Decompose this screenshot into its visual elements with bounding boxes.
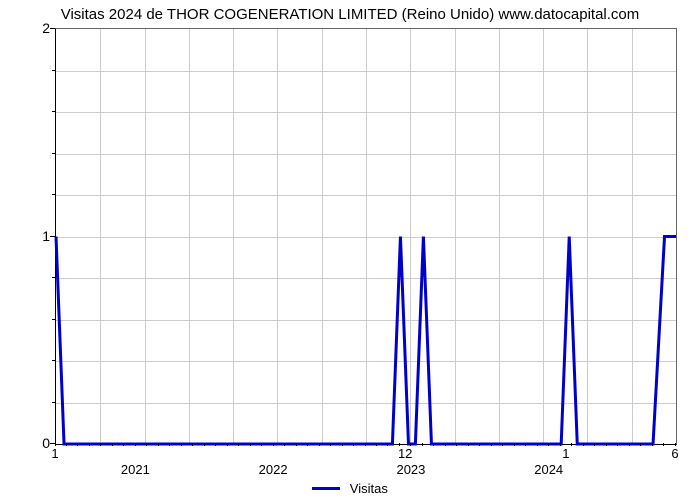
x-tick-minor bbox=[629, 443, 630, 446]
x-tick-minor bbox=[537, 443, 538, 446]
x-tick-minor bbox=[617, 443, 618, 446]
x-year-label: 2023 bbox=[396, 462, 425, 477]
x-tick-minor bbox=[238, 443, 239, 446]
x-tick-minor bbox=[55, 443, 56, 446]
x-point-label: 1 bbox=[51, 446, 58, 461]
x-tick-minor bbox=[181, 443, 182, 446]
x-tick-minor bbox=[169, 443, 170, 446]
chart-container: Visitas 2024 de THOR COGENERATION LIMITE… bbox=[0, 0, 700, 500]
x-tick-minor bbox=[273, 443, 274, 446]
x-tick-minor bbox=[250, 443, 251, 446]
y-tick-minor bbox=[52, 277, 55, 278]
x-tick-minor bbox=[376, 443, 377, 446]
y-tick-minor bbox=[52, 111, 55, 112]
x-tick-minor bbox=[123, 443, 124, 446]
x-tick-minor bbox=[135, 443, 136, 446]
x-tick-minor bbox=[663, 443, 664, 446]
x-tick-minor bbox=[296, 443, 297, 446]
x-tick-minor bbox=[548, 443, 549, 446]
x-tick-minor bbox=[227, 443, 228, 446]
x-tick-minor bbox=[192, 443, 193, 446]
x-tick-minor bbox=[640, 443, 641, 446]
x-point-label: 1 bbox=[562, 446, 569, 461]
x-tick-minor bbox=[675, 443, 676, 446]
x-tick-minor bbox=[66, 443, 67, 446]
chart-title: Visitas 2024 de THOR COGENERATION LIMITE… bbox=[0, 0, 700, 23]
y-tick-minor bbox=[52, 70, 55, 71]
x-tick-minor bbox=[365, 443, 366, 446]
x-tick-minor bbox=[89, 443, 90, 446]
x-tick-minor bbox=[158, 443, 159, 446]
x-tick-minor bbox=[514, 443, 515, 446]
y-tick-minor bbox=[52, 319, 55, 320]
x-tick-minor bbox=[491, 443, 492, 446]
x-tick-minor bbox=[456, 443, 457, 446]
x-year-label: 2021 bbox=[121, 462, 150, 477]
y-tick-mark bbox=[50, 236, 55, 237]
x-tick-minor bbox=[560, 443, 561, 446]
x-tick-minor bbox=[652, 443, 653, 446]
x-tick-minor bbox=[422, 443, 423, 446]
x-tick-minor bbox=[525, 443, 526, 446]
x-point-label: 12 bbox=[398, 446, 412, 461]
x-tick-minor bbox=[387, 443, 388, 446]
x-tick-minor bbox=[571, 443, 572, 446]
x-tick-minor bbox=[468, 443, 469, 446]
x-tick-minor bbox=[100, 443, 101, 446]
y-tick-label: 0 bbox=[42, 435, 50, 451]
x-tick-minor bbox=[330, 443, 331, 446]
legend: Visitas bbox=[0, 480, 700, 496]
x-tick-minor bbox=[583, 443, 584, 446]
x-tick-minor bbox=[342, 443, 343, 446]
y-tick-minor bbox=[52, 153, 55, 154]
legend-swatch bbox=[312, 487, 340, 490]
x-tick-minor bbox=[284, 443, 285, 446]
x-tick-minor bbox=[204, 443, 205, 446]
x-tick-minor bbox=[606, 443, 607, 446]
data-line bbox=[56, 29, 676, 444]
x-tick-minor bbox=[146, 443, 147, 446]
x-tick-minor bbox=[353, 443, 354, 446]
x-tick-minor bbox=[594, 443, 595, 446]
legend-label: Visitas bbox=[350, 481, 388, 496]
x-tick-minor bbox=[307, 443, 308, 446]
y-tick-minor bbox=[52, 360, 55, 361]
x-tick-minor bbox=[445, 443, 446, 446]
y-tick-mark bbox=[50, 28, 55, 29]
x-year-label: 2022 bbox=[259, 462, 288, 477]
y-tick-minor bbox=[52, 402, 55, 403]
x-tick-minor bbox=[399, 443, 400, 446]
y-tick-label: 1 bbox=[42, 228, 50, 244]
x-point-label: 6 bbox=[671, 446, 678, 461]
y-tick-minor bbox=[52, 194, 55, 195]
x-tick-minor bbox=[433, 443, 434, 446]
y-tick-label: 2 bbox=[42, 20, 50, 36]
x-tick-minor bbox=[319, 443, 320, 446]
x-tick-minor bbox=[502, 443, 503, 446]
x-tick-minor bbox=[410, 443, 411, 446]
x-tick-minor bbox=[479, 443, 480, 446]
plot-area bbox=[55, 28, 677, 445]
x-tick-minor bbox=[77, 443, 78, 446]
x-tick-minor bbox=[112, 443, 113, 446]
x-tick-minor bbox=[215, 443, 216, 446]
x-year-label: 2024 bbox=[534, 462, 563, 477]
x-tick-minor bbox=[261, 443, 262, 446]
